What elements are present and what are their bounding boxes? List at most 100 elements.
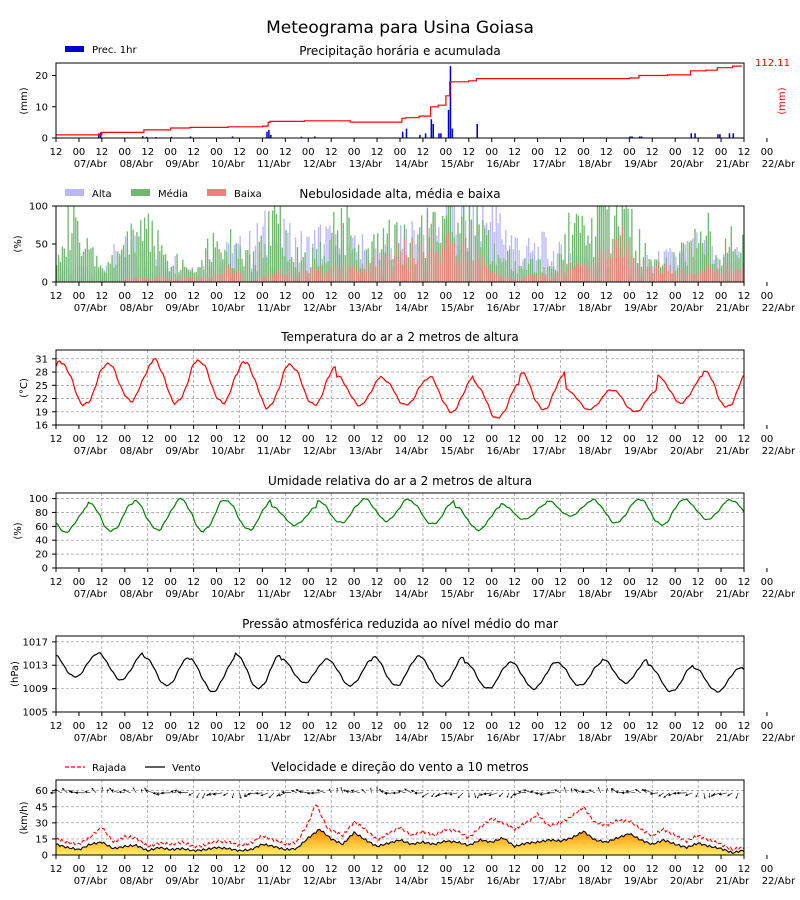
temperature-panel: Temperatura do ar a 2 metros de altura (…	[19, 330, 796, 457]
cloud-mid-bar	[566, 263, 568, 282]
cloud-low-bar	[650, 266, 652, 282]
xtick-date-label: 13/Abr	[349, 589, 383, 600]
xtick-hour-label: 12	[187, 721, 200, 732]
cloud-low-bar	[367, 263, 369, 282]
cloud-low-bar	[294, 274, 297, 282]
xtick-date-label: 17/Abr	[532, 446, 566, 457]
xtick-date-label: 19/Abr	[624, 876, 658, 887]
xtick-hour-label: 12	[600, 577, 613, 588]
cloud-mid-bar	[77, 220, 79, 282]
temperature-title: Temperatura do ar a 2 metros de altura	[280, 330, 519, 344]
cloud-low-bar	[463, 238, 465, 282]
cloud-low-bar	[187, 277, 190, 282]
cloud-low-bar	[535, 278, 538, 282]
cloud-mid-bar	[172, 265, 174, 282]
cloud-low-bar	[617, 248, 620, 282]
wind-arrow-head	[570, 788, 573, 790]
legend-label-media: Média	[158, 188, 188, 200]
xtick-date-label: 15/Abr	[441, 303, 475, 314]
xtick-hour-label: 00	[761, 434, 774, 445]
cloud-low-bar	[378, 265, 381, 282]
cloud-mid-bar	[143, 217, 146, 282]
xtick-date-label: 17/Abr	[532, 733, 566, 744]
cloud-low-bar	[119, 280, 121, 282]
legend-label-rajada: Rajada	[92, 763, 126, 774]
xtick-hour-label: 00	[256, 721, 269, 732]
xtick-hour-label: 12	[692, 434, 705, 445]
temperature-ylabel: (°C)	[19, 378, 30, 398]
wind-arrow-head	[510, 796, 513, 799]
precip-bar	[690, 133, 693, 138]
cloud-low-bar	[623, 256, 625, 282]
precip-bar	[447, 109, 450, 138]
xtick-hour-label: 12	[462, 577, 475, 588]
xtick-date-label: 16/Abr	[486, 303, 520, 314]
xtick-date-label: 07/Abr	[74, 446, 108, 457]
cloud-mid-bar	[159, 251, 161, 282]
cloud-mid-bar	[327, 261, 329, 282]
cloud-mid-bar	[724, 238, 727, 282]
xtick-hour-label: 00	[256, 577, 269, 588]
temperature-frame	[55, 349, 745, 426]
cloud-low-bar	[549, 276, 551, 282]
cloud-low-bar	[476, 248, 478, 282]
cloud-low-bar	[529, 274, 532, 282]
xtick-date-label: 16/Abr	[486, 446, 520, 457]
cloud-low-bar	[585, 263, 587, 282]
cloud-low-bar	[327, 272, 329, 282]
xtick-hour-label: 12	[417, 577, 430, 588]
cloud-mid-bar	[734, 249, 736, 282]
cloud-low-bar	[325, 272, 327, 282]
cloud-low-bar	[505, 276, 507, 282]
wind-marks	[50, 786, 745, 855]
xtick-hour-label: 00	[118, 864, 131, 875]
precip-bar	[732, 133, 735, 138]
cloud-low-bar	[688, 273, 690, 282]
wind-arrow-head	[144, 787, 147, 790]
wind-arrow-head	[483, 792, 487, 796]
wind-arrow-head	[317, 789, 320, 792]
xtick-date-label: 18/Abr	[578, 159, 612, 170]
cloud-mid-bar	[65, 256, 67, 282]
cloud-low-bar	[642, 270, 645, 282]
xtick-hour-label: 12	[233, 291, 246, 302]
cloud-low-bar	[371, 262, 373, 282]
xtick-date-label: 12/Abr	[303, 446, 337, 457]
cloud-high-bar	[308, 236, 310, 282]
wind-arrow-head	[397, 790, 401, 793]
cloud-low-bar	[124, 279, 127, 282]
precip-bar	[430, 119, 433, 138]
cloud-mid-bar	[470, 219, 473, 282]
cloud-mid-bar	[742, 234, 744, 282]
cloud-high-bar	[262, 226, 264, 282]
cloud-low-bar	[489, 273, 492, 282]
ytick-label: 0	[42, 851, 48, 862]
cloud-mid-bar	[684, 261, 687, 282]
precip-bar	[631, 136, 633, 138]
xtick-date-label: 11/Abr	[257, 159, 291, 170]
cloud-low-bar	[153, 279, 155, 282]
precip-bar	[98, 133, 100, 138]
xtick-hour-label: 12	[279, 291, 292, 302]
cloud-mid-bar	[142, 241, 144, 282]
cloud-low-bar	[176, 277, 178, 282]
cloud-low-bar	[220, 272, 222, 282]
ytick-label: 1005	[23, 708, 48, 719]
cloud-low-bar	[667, 270, 669, 282]
wind-panel: Velocidade e direção do vento a 10 metro…	[19, 760, 796, 887]
cloud-low-bar	[658, 262, 660, 282]
wind-arrow-head	[351, 789, 354, 793]
cloud-low-bar	[705, 267, 708, 282]
cloud-mid-bar	[260, 235, 262, 282]
xtick-date-label: 08/Abr	[120, 733, 154, 744]
xtick-date-label: 20/Abr	[670, 733, 704, 744]
cloud-high-bar	[671, 251, 673, 282]
cloud-low-bar	[409, 259, 411, 282]
xtick-hour-label: 12	[187, 864, 200, 875]
xtick-hour-label: 00	[210, 577, 223, 588]
cloud-mid-bar	[518, 266, 520, 282]
xtick-hour-label: 12	[325, 721, 338, 732]
cloud-mid-bar	[709, 231, 711, 282]
cloud-mid-bar	[487, 229, 490, 282]
